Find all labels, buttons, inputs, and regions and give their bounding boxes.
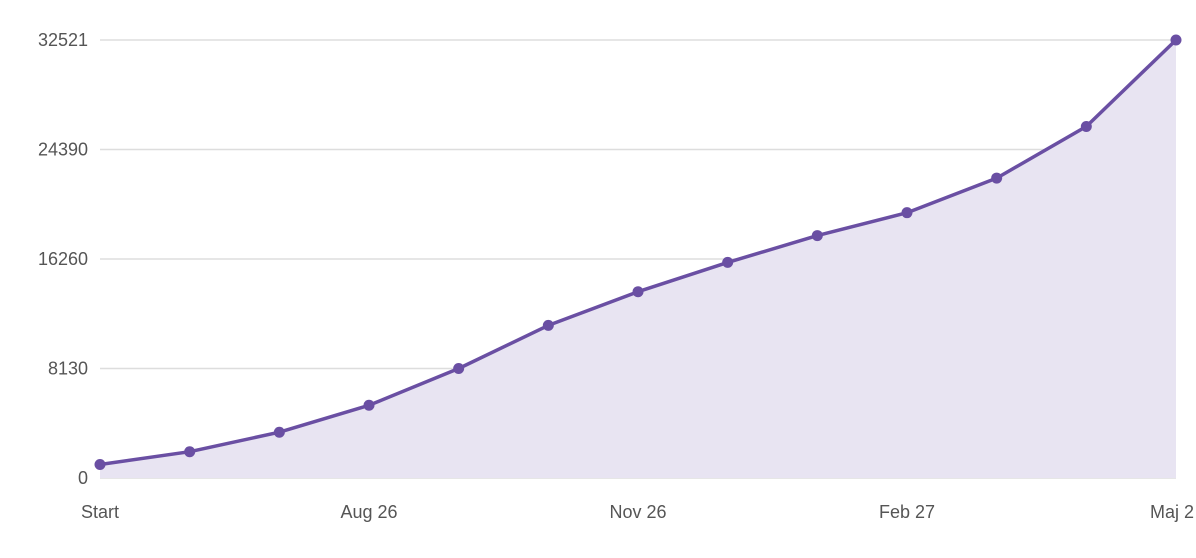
- data-point[interactable]: [453, 363, 465, 375]
- series-points: [94, 34, 1182, 471]
- data-point[interactable]: [94, 459, 106, 471]
- data-point[interactable]: [901, 207, 913, 219]
- data-point[interactable]: [184, 446, 196, 458]
- data-point[interactable]: [542, 319, 554, 331]
- data-point[interactable]: [1170, 34, 1182, 46]
- data-point[interactable]: [811, 230, 823, 242]
- x-tick-label: Feb 27: [879, 502, 935, 522]
- x-tick-label: Nov 26: [609, 502, 666, 522]
- y-tick-label: 16260: [38, 249, 88, 269]
- y-tick-label: 32521: [38, 30, 88, 50]
- data-point[interactable]: [273, 426, 285, 438]
- series-area-fill: [100, 40, 1176, 478]
- x-tick-label: Start: [81, 502, 119, 522]
- data-point[interactable]: [722, 256, 734, 268]
- y-tick-label: 24390: [38, 140, 88, 160]
- y-tick-label: 8130: [48, 359, 88, 379]
- x-axis-labels: Start Aug 26 Nov 26 Feb 27 Maj 2: [81, 502, 1194, 522]
- x-tick-label: Maj 2: [1150, 502, 1194, 522]
- data-point[interactable]: [991, 172, 1003, 184]
- x-tick-label: Aug 26: [340, 502, 397, 522]
- data-point[interactable]: [632, 286, 644, 298]
- y-axis-labels: 0 8130 16260 24390 32521: [38, 30, 88, 488]
- data-point[interactable]: [363, 399, 375, 411]
- data-point[interactable]: [1080, 120, 1092, 132]
- y-tick-label: 0: [78, 468, 88, 488]
